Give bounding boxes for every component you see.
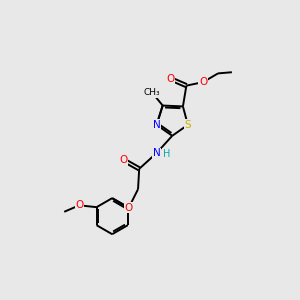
Text: N: N (153, 148, 160, 158)
Text: O: O (199, 77, 207, 87)
Text: O: O (166, 74, 174, 84)
Text: H: H (163, 148, 170, 159)
Text: O: O (125, 202, 133, 213)
Text: O: O (75, 200, 83, 210)
Text: N: N (153, 120, 160, 130)
Text: O: O (119, 155, 128, 165)
Text: S: S (184, 120, 191, 130)
Text: CH₃: CH₃ (144, 88, 160, 97)
